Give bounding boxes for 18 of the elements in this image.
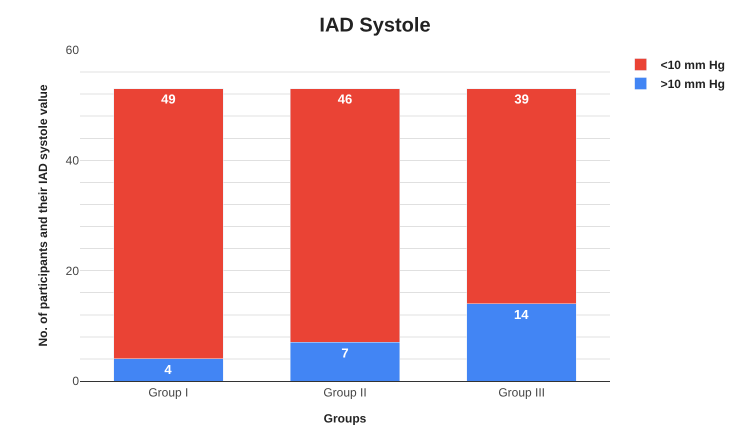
y-tick-label: 60: [66, 43, 80, 58]
y-tick-label: 0: [72, 374, 80, 388]
chart-title: IAD Systole: [319, 14, 431, 37]
data-label: 46: [338, 92, 352, 107]
x-tick-label: Group I: [148, 385, 188, 400]
x-tick-label: Group II: [323, 385, 367, 400]
legend-label: >10 mm Hg: [660, 77, 725, 92]
data-label: 7: [341, 345, 349, 360]
data-label: 4: [164, 362, 172, 377]
y-tick-label: 40: [66, 154, 80, 168]
x-tick-label: Group III: [498, 385, 546, 400]
data-label: 39: [514, 92, 529, 107]
data-label: 49: [161, 92, 176, 107]
y-axis-title: No. of participants and their IAD systole value: [36, 84, 50, 347]
data-label: 14: [514, 306, 530, 322]
x-axis-title: Groups: [324, 411, 367, 426]
legend-label: <10 mm Hg: [660, 58, 725, 72]
y-tick-label: 20: [66, 264, 80, 278]
